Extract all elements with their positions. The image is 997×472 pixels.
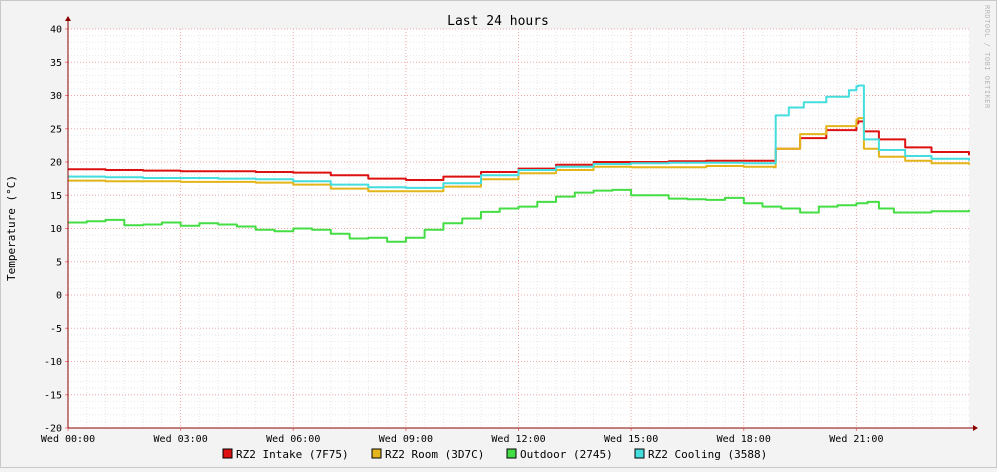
x-axis-arrow: [973, 425, 978, 431]
y-tick-label: -20: [44, 424, 62, 435]
axes: [65, 16, 978, 431]
x-tick-label: Wed 21:00: [829, 434, 883, 445]
y-tick-label: 10: [50, 224, 62, 235]
y-axis-arrow: [65, 16, 71, 21]
y-tick-label: 5: [56, 257, 62, 268]
x-tick-label: Wed 00:00: [41, 434, 95, 445]
x-tick-label: Wed 18:00: [717, 434, 771, 445]
series-line-4: [68, 84, 970, 189]
y-tick-label: 25: [50, 124, 62, 135]
legend-swatch-4: [634, 448, 645, 459]
legend: RZ2 Intake (7F75) RZ2 Room (3D7C) Outdoor …: [222, 448, 767, 461]
x-tick-label: Wed 15:00: [604, 434, 658, 445]
y-tick-label: 35: [50, 58, 62, 69]
series-line-3: [68, 188, 970, 243]
legend-swatch-3: [506, 448, 517, 459]
legend-swatch-2: [371, 448, 382, 459]
x-tick-label: Wed 03:00: [154, 434, 208, 445]
y-tick-label: 0: [56, 291, 62, 302]
y-tick-labels: -20 -15 -10 -5 0 5 10 15 20 25 30 35 40: [44, 25, 62, 435]
y-tick-label: 15: [50, 191, 62, 202]
x-tick-label: Wed 06:00: [266, 434, 320, 445]
legend-label-4: RZ2 Cooling (3588): [648, 448, 767, 461]
x-tick-labels: Wed 00:00 Wed 03:00 Wed 06:00 Wed 09:00 Wed …: [41, 434, 884, 445]
legend-swatch-1: [222, 448, 233, 459]
x-tick-label: Wed 09:00: [379, 434, 433, 445]
y-tick-label: 40: [50, 25, 62, 36]
chart-title: Last 24 hours: [447, 14, 549, 29]
rrdtool-watermark: RRDTOOL / TOBI OETIKER: [983, 5, 991, 109]
legend-label-1: RZ2 Intake (7F75): [236, 448, 349, 461]
y-axis-label: Temperature (°C): [5, 175, 18, 281]
series-layer: [68, 84, 970, 243]
y-tick-label: -5: [50, 324, 62, 335]
y-tick-label: -15: [44, 390, 62, 401]
y-tick-label: -10: [44, 357, 62, 368]
y-tick-label: 30: [50, 91, 62, 102]
legend-label-2: RZ2 Room (3D7C): [385, 448, 484, 461]
legend-label-3: Outdoor (2745): [520, 448, 613, 461]
x-tick-label: Wed 12:00: [491, 434, 545, 445]
minor-grid: [68, 29, 969, 428]
y-tick-label: 20: [50, 158, 62, 169]
